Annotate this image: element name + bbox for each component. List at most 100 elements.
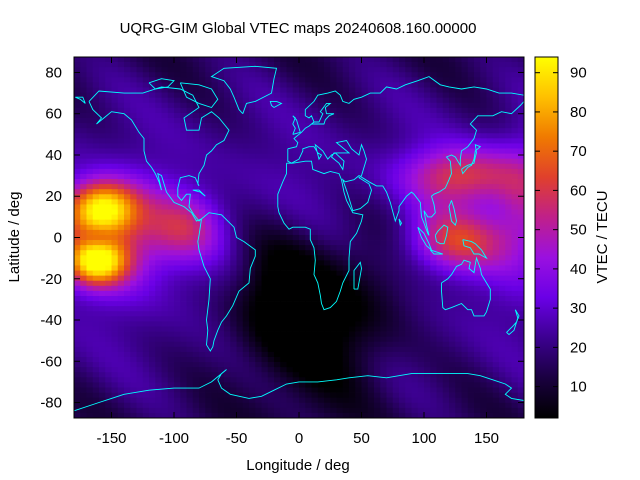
heatmap-cell — [424, 306, 431, 312]
heatmap-cell — [161, 118, 169, 124]
heatmap-cell — [317, 234, 325, 241]
heatmap-cell — [361, 387, 369, 393]
heatmap-cell — [461, 148, 469, 154]
heatmap-cell — [499, 199, 506, 205]
heatmap-cell — [336, 133, 344, 139]
heatmap-cell — [324, 229, 331, 236]
heatmap-cell — [455, 118, 462, 124]
heatmap-cell — [492, 158, 500, 165]
heatmap-cell — [274, 326, 281, 332]
heatmap-cell — [449, 123, 456, 129]
heatmap-cell — [230, 245, 237, 251]
heatmap-cell — [186, 128, 194, 134]
heatmap-cell — [367, 128, 375, 134]
heatmap-cell — [380, 148, 387, 154]
heatmap-cell — [80, 163, 87, 170]
heatmap-cell — [511, 245, 519, 251]
heatmap-cell — [224, 362, 231, 368]
heatmap-cell — [136, 219, 144, 226]
heatmap-cell — [236, 189, 244, 195]
heatmap-cell — [492, 240, 500, 246]
heatmap-cell — [186, 362, 194, 368]
heatmap-cell — [80, 346, 87, 353]
heatmap-cell — [167, 392, 175, 399]
heatmap-cell — [249, 229, 256, 236]
heatmap-cell — [199, 184, 206, 190]
heatmap-cell — [80, 138, 87, 144]
heatmap-cell — [186, 62, 194, 68]
heatmap-cell — [417, 72, 425, 78]
heatmap-cell — [217, 245, 225, 251]
heatmap-cell — [511, 62, 519, 68]
heatmap-cell — [205, 326, 212, 332]
heatmap-cell — [392, 224, 400, 231]
heatmap-cell — [117, 295, 125, 302]
heatmap-cell — [230, 214, 237, 221]
heatmap-cell — [86, 143, 94, 149]
heatmap-cell — [417, 67, 425, 73]
heatmap-cell — [324, 163, 331, 170]
heatmap-cell — [105, 306, 112, 312]
heatmap-cell — [480, 301, 487, 307]
heatmap-cell — [230, 387, 237, 393]
heatmap-cell — [417, 382, 425, 388]
heatmap-cell — [199, 362, 206, 368]
heatmap-cell — [417, 168, 425, 175]
heatmap-cell — [105, 301, 112, 307]
heatmap-cell — [130, 331, 137, 338]
heatmap-cell — [74, 321, 81, 327]
heatmap-cell — [499, 275, 506, 282]
heatmap-cell — [480, 229, 487, 236]
heatmap-cell — [486, 163, 494, 170]
heatmap-cell — [299, 97, 306, 104]
heatmap-cell — [180, 219, 187, 226]
heatmap-cell — [99, 280, 106, 287]
heatmap-cell — [511, 133, 519, 139]
heatmap-cell — [136, 275, 144, 282]
heatmap-cell — [224, 72, 231, 78]
heatmap-cell — [417, 82, 425, 88]
heatmap-cell — [124, 82, 131, 88]
heatmap-cell — [355, 163, 362, 170]
heatmap-cell — [336, 382, 344, 388]
heatmap-cell — [374, 67, 381, 73]
heatmap-cell — [280, 82, 287, 88]
heatmap-cell — [299, 214, 306, 221]
heatmap-cell — [280, 199, 287, 205]
heatmap-cell — [92, 295, 100, 302]
heatmap-cell — [74, 107, 81, 114]
heatmap-cell — [442, 224, 450, 231]
heatmap-cell — [186, 336, 194, 343]
heatmap-cell — [436, 387, 444, 393]
heatmap-cell — [386, 62, 394, 68]
heatmap-cell — [217, 351, 225, 358]
heatmap-cell — [517, 290, 525, 297]
heatmap-cell — [305, 102, 312, 109]
heatmap-cell — [124, 270, 131, 277]
heatmap-cell — [355, 250, 362, 256]
heatmap-cell — [399, 82, 406, 88]
heatmap-cell — [442, 306, 450, 312]
heatmap-cell — [142, 321, 150, 327]
heatmap-cell — [517, 112, 525, 119]
heatmap-cell — [305, 209, 312, 216]
heatmap-cell — [336, 255, 344, 261]
heatmap-cell — [292, 168, 300, 175]
heatmap-cell — [249, 362, 256, 368]
heatmap-cell — [386, 219, 394, 226]
heatmap-cell — [461, 290, 469, 297]
heatmap-cell — [192, 275, 200, 282]
heatmap-cell — [274, 87, 281, 93]
heatmap-cell — [374, 214, 381, 221]
heatmap-cell — [330, 321, 337, 327]
heatmap-cell — [511, 189, 519, 195]
heatmap-cell — [199, 107, 206, 114]
heatmap-cell — [411, 209, 419, 216]
heatmap-cell — [330, 229, 337, 236]
heatmap-cell — [274, 189, 281, 195]
heatmap-cell — [99, 392, 106, 399]
heatmap-cell — [180, 316, 187, 322]
heatmap-cell — [480, 173, 487, 180]
heatmap-cell — [174, 351, 181, 358]
heatmap-cell — [267, 97, 275, 104]
